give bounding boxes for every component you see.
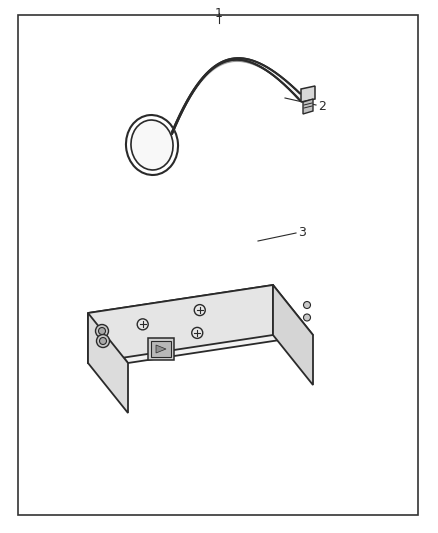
Circle shape [96,335,110,348]
Polygon shape [273,285,313,385]
Polygon shape [156,345,166,353]
Text: 1: 1 [215,7,223,20]
Circle shape [137,319,148,330]
Ellipse shape [131,120,173,170]
Circle shape [192,327,203,338]
Circle shape [304,302,311,309]
Polygon shape [303,99,313,114]
Text: 3: 3 [298,227,306,239]
Polygon shape [88,313,128,413]
Circle shape [99,337,106,344]
Bar [151,341,171,357]
Text: 2: 2 [318,100,326,112]
Polygon shape [88,285,273,363]
Circle shape [194,304,205,316]
Circle shape [304,314,311,321]
Polygon shape [172,58,300,134]
Circle shape [95,325,109,337]
Circle shape [99,327,106,335]
Bar [148,338,174,360]
Polygon shape [301,86,315,102]
Polygon shape [88,285,313,363]
